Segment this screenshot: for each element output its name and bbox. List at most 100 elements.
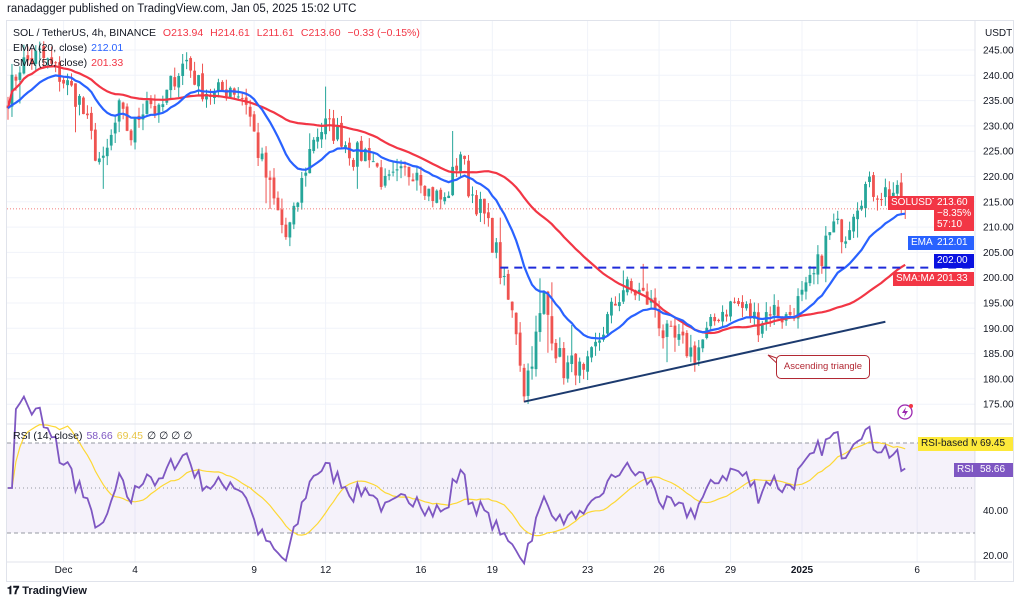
- candle-body: [300, 177, 304, 203]
- candle-body: [816, 254, 820, 275]
- tradingview-logo[interactable]: 𝟏𝟕 TradingView: [7, 585, 87, 598]
- currency-label: USDT: [985, 28, 1013, 39]
- candle-body: [252, 114, 256, 132]
- candle-body: [447, 195, 451, 199]
- candle-body: [443, 197, 447, 202]
- candle-body: [423, 185, 427, 196]
- ema-tag: EMA: [908, 236, 936, 250]
- price-tick-label: 175.00: [983, 400, 1014, 411]
- sma-legend[interactable]: SMA (50, close) 201.33: [13, 57, 127, 69]
- candle-body: [800, 289, 804, 295]
- candle-body: [510, 301, 514, 311]
- candle-body: [272, 177, 276, 199]
- candle-body: [439, 189, 443, 200]
- rsi-extra: ∅ ∅ ∅ ∅: [147, 430, 193, 442]
- candle-body: [38, 48, 42, 50]
- candles: [6, 41, 907, 404]
- candle-body: [780, 319, 784, 323]
- candle-body: [224, 89, 228, 97]
- price-tick-label: 245.00: [983, 46, 1014, 57]
- candle-body: [264, 152, 268, 178]
- candle-body: [367, 148, 371, 161]
- candle-body: [876, 198, 879, 200]
- candle-body: [661, 330, 665, 339]
- candle-body: [133, 117, 137, 143]
- candle-body: [860, 205, 863, 210]
- candle-body: [379, 167, 383, 187]
- candle-body: [530, 366, 534, 369]
- candle-body: [340, 122, 343, 147]
- lightning-icon-bolt: [902, 407, 908, 417]
- candle-body: [463, 155, 466, 159]
- candle-body: [606, 314, 609, 334]
- symbol-name[interactable]: SOL / TetherUS, 4h, BINANCE: [13, 27, 156, 39]
- ema-value: 212.01: [91, 42, 124, 54]
- candle-body: [717, 319, 721, 322]
- candle-body: [566, 362, 570, 379]
- candle-body: [657, 308, 661, 329]
- candle-body: [490, 217, 494, 253]
- candle-body: [554, 342, 558, 359]
- price-tag-pct: −8.35%: [937, 208, 972, 219]
- rsi-ma-tag-value: 69.45: [977, 437, 1013, 451]
- candle-body: [240, 97, 244, 99]
- candle-body: [677, 334, 681, 340]
- lightning-icon-circle: [897, 404, 913, 420]
- candle-body: [558, 348, 562, 357]
- rsi-tick-label: 20.00: [983, 551, 1008, 562]
- candle-body: [725, 314, 728, 317]
- candle-body: [14, 76, 18, 81]
- candle-body: [201, 73, 204, 100]
- level-tag-value: 202.00: [934, 254, 974, 268]
- candle-body: [832, 221, 836, 233]
- candle-body: [586, 356, 590, 372]
- price-tag-value: 213.60: [937, 197, 968, 208]
- candle-body: [101, 155, 105, 158]
- candle-body: [407, 166, 411, 178]
- candle-body: [173, 77, 177, 87]
- rsi-legend[interactable]: RSI (14, close) 58.66 69.45 ∅ ∅ ∅ ∅: [13, 430, 196, 442]
- candle-body: [594, 341, 597, 347]
- candle-body: [899, 182, 903, 206]
- candle-body: [808, 274, 812, 284]
- price-tick-label: 195.00: [983, 299, 1014, 310]
- candle-body: [280, 209, 284, 226]
- time-tick-label: 9: [251, 565, 257, 576]
- candle-body: [506, 273, 510, 300]
- candle-body: [590, 347, 593, 358]
- rsi-label: RSI (14, close): [13, 430, 83, 442]
- price-tick-label: 180.00: [983, 374, 1014, 385]
- ascending-triangle-annotation[interactable]: Ascending triangle: [776, 355, 870, 379]
- sma-tag: SMA:MA: [893, 272, 939, 286]
- ema-legend[interactable]: EMA (20, close) 212.01: [13, 42, 127, 54]
- candle-body: [355, 142, 359, 167]
- candle-body: [891, 192, 895, 197]
- candle-body: [30, 57, 34, 64]
- price-tick-label: 210.00: [983, 223, 1014, 234]
- price-tick-label: 185.00: [983, 349, 1014, 360]
- candle-body: [812, 273, 816, 275]
- price-tag-countdown: 57:10: [937, 219, 963, 230]
- candle-body: [129, 130, 133, 141]
- candle-body: [391, 171, 395, 173]
- candle-body: [737, 301, 740, 304]
- sma-tag-value: 201.33: [934, 272, 974, 286]
- candle-body: [411, 179, 415, 182]
- candle-body: [93, 129, 97, 161]
- candle-body: [256, 132, 260, 158]
- candle-body: [534, 331, 538, 370]
- price-tick-label: 240.00: [983, 71, 1014, 82]
- candle-body: [693, 345, 697, 363]
- candle-body: [42, 46, 46, 59]
- candle-body: [351, 159, 355, 167]
- candle-body: [344, 145, 347, 149]
- candle-body: [217, 82, 220, 92]
- candle-body: [260, 153, 264, 160]
- candle-body: [610, 301, 613, 316]
- price-tick-label: 235.00: [983, 96, 1014, 107]
- time-tick-label: 4: [132, 565, 138, 576]
- candle-body: [419, 174, 423, 186]
- candle-body: [479, 198, 482, 213]
- candle-body: [741, 302, 744, 308]
